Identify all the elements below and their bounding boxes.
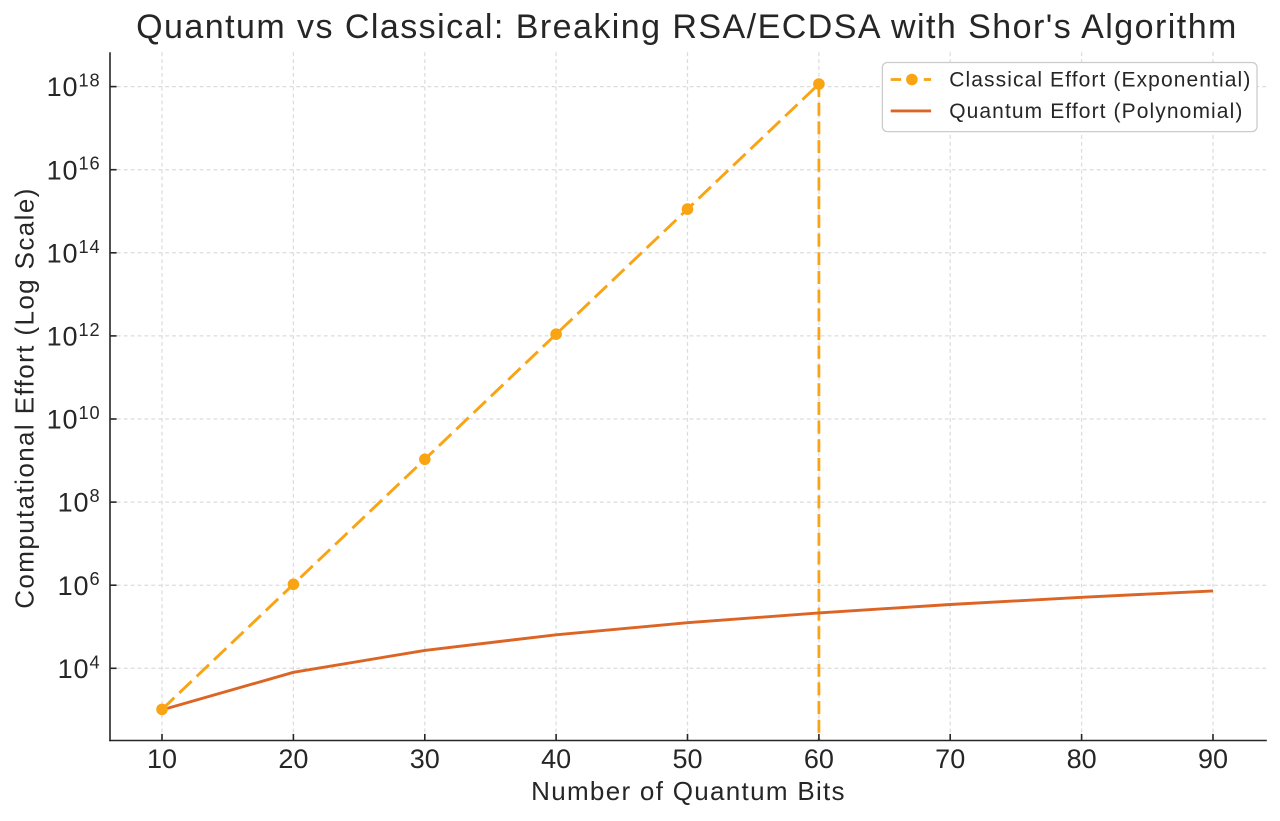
svg-text:Classical Effort (Exponential): Classical Effort (Exponential) [949,69,1251,92]
svg-text:60: 60 [804,744,834,774]
svg-text:Computational Effort (Log Scal: Computational Effort (Log Scale) [10,187,40,609]
svg-text:90: 90 [1198,744,1228,774]
svg-text:Quantum vs Classical: Breaking: Quantum vs Classical: Breaking RSA/ECDSA… [136,8,1238,46]
svg-text:1012: 1012 [47,320,101,352]
svg-text:50: 50 [672,744,702,774]
svg-text:30: 30 [410,744,440,774]
svg-text:1010: 1010 [47,403,101,435]
svg-text:10: 10 [147,744,177,774]
svg-text:70: 70 [935,744,965,774]
svg-text:106: 106 [58,569,101,601]
svg-text:40: 40 [541,744,571,774]
svg-text:20: 20 [278,744,308,774]
svg-text:Quantum Effort (Polynomial): Quantum Effort (Polynomial) [949,100,1243,123]
svg-text:Number of Quantum Bits: Number of Quantum Bits [531,776,846,806]
svg-text:80: 80 [1067,744,1097,774]
